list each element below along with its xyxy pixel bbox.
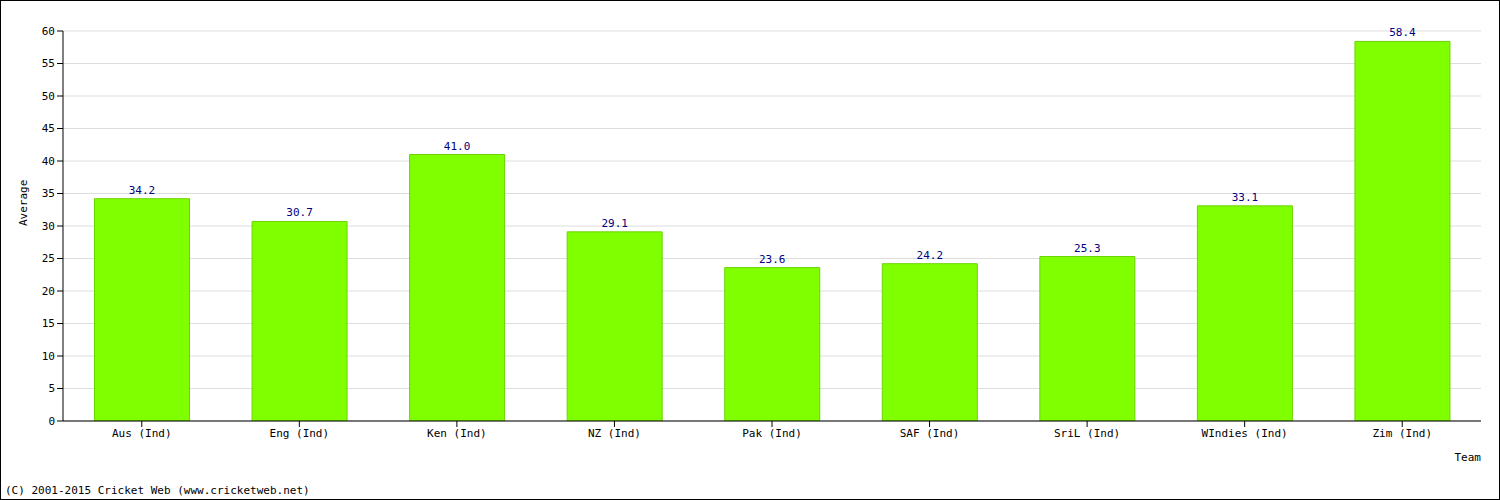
svg-text:34.2: 34.2 bbox=[129, 184, 156, 197]
svg-text:10: 10 bbox=[42, 350, 55, 363]
svg-text:Pak (Ind): Pak (Ind) bbox=[742, 427, 802, 440]
svg-text:15: 15 bbox=[42, 317, 55, 330]
svg-text:NZ (Ind): NZ (Ind) bbox=[588, 427, 641, 440]
svg-text:0: 0 bbox=[48, 415, 55, 428]
svg-text:25: 25 bbox=[42, 252, 55, 265]
svg-text:40: 40 bbox=[42, 155, 55, 168]
svg-text:Zim (Ind): Zim (Ind) bbox=[1372, 427, 1432, 440]
svg-text:Aus (Ind): Aus (Ind) bbox=[112, 427, 172, 440]
svg-text:33.1: 33.1 bbox=[1232, 191, 1259, 204]
svg-text:SriL (Ind): SriL (Ind) bbox=[1054, 427, 1120, 440]
svg-text:50: 50 bbox=[42, 90, 55, 103]
svg-text:Team: Team bbox=[1455, 451, 1482, 464]
svg-text:35: 35 bbox=[42, 187, 55, 200]
svg-text:30: 30 bbox=[42, 220, 55, 233]
svg-text:60: 60 bbox=[42, 25, 55, 38]
svg-text:55: 55 bbox=[42, 57, 55, 70]
svg-text:25.3: 25.3 bbox=[1074, 242, 1101, 255]
svg-text:30.7: 30.7 bbox=[286, 206, 313, 219]
svg-text:23.6: 23.6 bbox=[759, 253, 786, 266]
svg-text:41.0: 41.0 bbox=[444, 140, 471, 153]
svg-text:Average: Average bbox=[17, 180, 30, 226]
svg-text:45: 45 bbox=[42, 122, 55, 135]
svg-text:WIndies (Ind): WIndies (Ind) bbox=[1202, 427, 1288, 440]
svg-text:Eng (Ind): Eng (Ind) bbox=[270, 427, 330, 440]
svg-text:Ken (Ind): Ken (Ind) bbox=[427, 427, 487, 440]
svg-text:5: 5 bbox=[48, 382, 55, 395]
svg-text:58.4: 58.4 bbox=[1389, 26, 1416, 39]
svg-text:SAF (Ind): SAF (Ind) bbox=[900, 427, 960, 440]
html-text:(C) 2001-2015 Cricket Web (www: (C) 2001-2015 Cricket Web (www.cricketwe… bbox=[5, 484, 310, 497]
svg-text:20: 20 bbox=[42, 285, 55, 298]
svg-text:24.2: 24.2 bbox=[917, 249, 944, 262]
svg-text:29.1: 29.1 bbox=[601, 217, 628, 230]
